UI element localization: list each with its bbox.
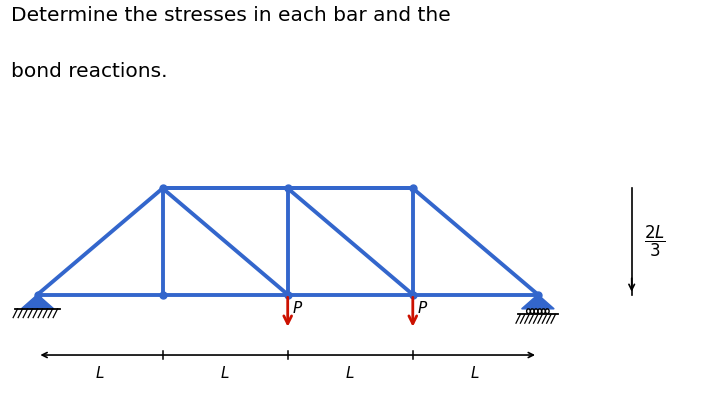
Text: L: L [346,366,354,381]
Polygon shape [21,295,53,309]
Text: P: P [293,301,302,316]
Text: P: P [418,301,427,316]
Text: $\dfrac{2L}{3}$: $\dfrac{2L}{3}$ [645,224,666,259]
Text: bond reactions.: bond reactions. [11,62,167,81]
Text: L: L [221,366,230,381]
Text: Determine the stresses in each bar and the: Determine the stresses in each bar and t… [11,6,451,25]
Text: L: L [96,366,104,381]
Polygon shape [522,295,554,309]
Text: L: L [471,366,480,381]
